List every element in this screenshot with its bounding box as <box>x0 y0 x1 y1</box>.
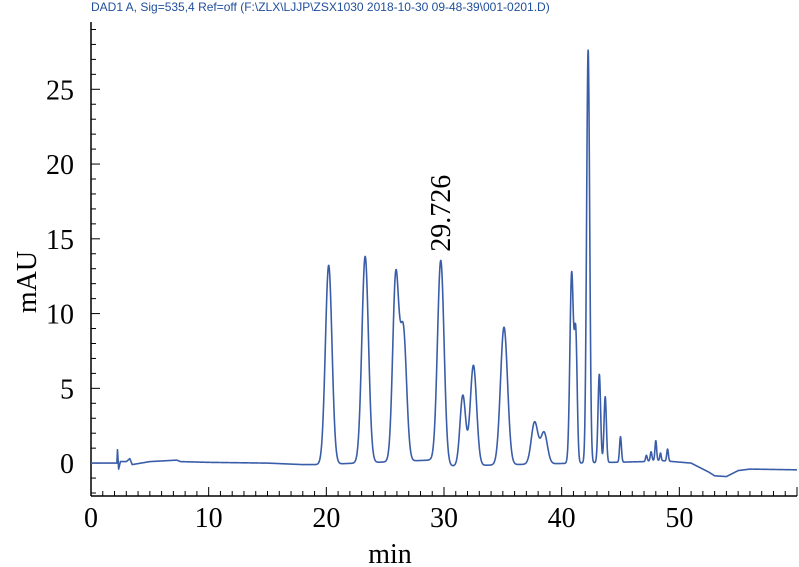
axes <box>90 22 797 497</box>
peak-rt-label: 29.726 <box>426 175 457 252</box>
x-tick-label: 30 <box>430 503 458 534</box>
x-axis-title: min <box>368 539 412 567</box>
x-tick-label: 50 <box>665 503 693 534</box>
x-tick-label: 20 <box>312 503 340 534</box>
chart-title: DAD1 A, Sig=535,4 Ref=off (F:\ZLX\LJJP\Z… <box>91 0 550 14</box>
y-axis-title: mAU <box>12 251 43 313</box>
peak-annotations: 29.726 <box>426 175 457 252</box>
y-axis-ticks: 0 5 10 15 20 25 <box>46 28 100 494</box>
y-tick-label: 10 <box>46 300 74 331</box>
x-tick-label: 0 <box>84 503 98 534</box>
y-tick-label: 25 <box>46 75 74 106</box>
y-tick-label: 5 <box>60 374 74 405</box>
x-axis-ticks: 0 10 20 30 40 50 <box>84 487 798 534</box>
y-tick-label: 15 <box>46 225 74 256</box>
x-tick-label: 10 <box>195 503 223 534</box>
y-tick-label: 0 <box>60 449 74 480</box>
x-tick-label: 40 <box>548 503 576 534</box>
chromatogram-trace <box>90 49 798 478</box>
y-tick-label: 20 <box>46 150 74 181</box>
